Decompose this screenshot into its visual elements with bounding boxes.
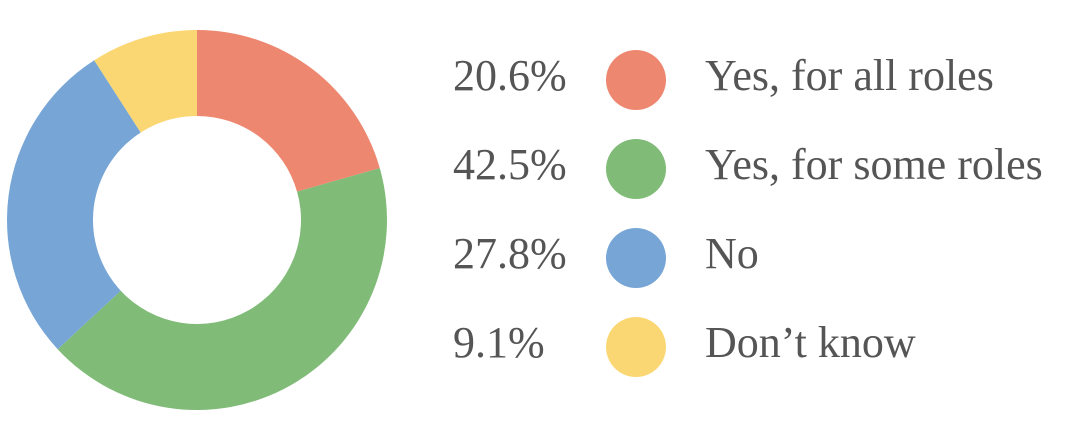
value-label: 27.8% xyxy=(453,229,567,278)
legend-swatch xyxy=(606,50,666,110)
legend-label: Yes, for all roles xyxy=(705,51,994,100)
donut-segment xyxy=(197,30,380,192)
legend-label: No xyxy=(705,229,759,278)
legend-swatch xyxy=(606,317,666,377)
value-label: 20.6% xyxy=(453,51,567,100)
donut-segment xyxy=(94,30,197,133)
value-label: 9.1% xyxy=(453,318,545,367)
donut-segment xyxy=(57,168,387,410)
legend-swatch xyxy=(606,228,666,288)
legend-label: Yes, for some roles xyxy=(705,140,1043,189)
legend-swatch xyxy=(606,139,666,199)
value-label: 42.5% xyxy=(453,140,567,189)
donut-segment xyxy=(7,60,141,350)
legend-label: Don’t know xyxy=(705,318,916,367)
